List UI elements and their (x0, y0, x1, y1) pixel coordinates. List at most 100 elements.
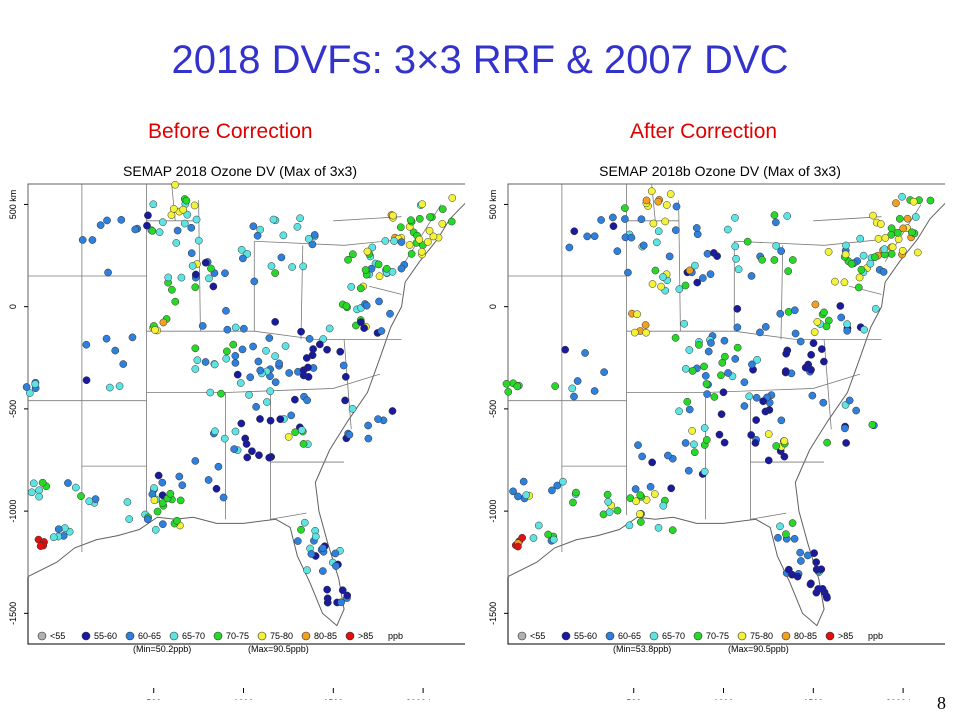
monitor-dot (613, 247, 622, 256)
monitor-dot (691, 261, 699, 270)
monitor-dot (717, 410, 726, 419)
monitor-dot (822, 592, 831, 601)
monitor-dot (693, 278, 702, 287)
monitor-dot (860, 325, 868, 334)
monitor-dot (553, 481, 562, 490)
state-border (300, 245, 304, 340)
monitor-dot (249, 342, 257, 351)
monitor-dot (573, 377, 582, 385)
monitor-dot (624, 268, 632, 277)
coastline (27, 183, 465, 627)
monitor-dot (871, 304, 880, 313)
monitor-dot (639, 241, 648, 250)
monitor-dot (191, 344, 200, 353)
y-tick-label: 0 (488, 304, 498, 309)
monitor-dot (715, 430, 724, 439)
legend-label: 65-70 (182, 631, 205, 641)
monitor-dot (360, 324, 368, 332)
monitor-dot (651, 266, 660, 275)
legend-label: <55 (530, 631, 545, 641)
monitor-dot (684, 466, 693, 475)
min-value: (Min=53.8ppb) (613, 644, 671, 654)
legend-swatch (605, 631, 615, 641)
monitor-dot (271, 318, 280, 326)
monitor-dot (267, 262, 276, 270)
monitor-dot (415, 214, 424, 223)
monitor-dot (777, 247, 786, 255)
monitor-dot (743, 237, 752, 246)
monitor-dot (49, 533, 58, 542)
monitor-dot (415, 235, 424, 244)
monitor-dot (293, 223, 302, 231)
monitor-dot (374, 415, 382, 423)
monitor-dot (701, 372, 710, 380)
monitor-dot (357, 318, 365, 326)
x-tick-label: 500 (626, 698, 641, 700)
monitor-dot (636, 518, 645, 526)
monitor-dot (747, 431, 756, 439)
monitor-dot (265, 334, 274, 342)
monitor-dot (277, 253, 286, 262)
monitor-dot (256, 415, 264, 423)
monitor-dot (308, 240, 317, 249)
state-border (734, 238, 886, 246)
monitor-dot (718, 358, 727, 367)
legend-label: 65-70 (662, 631, 685, 641)
monitor-dot (758, 255, 766, 264)
monitor-dot (183, 210, 192, 219)
monitor-dot (193, 356, 202, 365)
monitor-dot (198, 322, 207, 330)
monitor-dot (337, 598, 345, 607)
monitor-dot (231, 352, 240, 360)
monitor-dot (262, 346, 270, 355)
monitor-dot (111, 346, 120, 355)
monitor-dot (879, 268, 888, 276)
monitor-dot (187, 223, 196, 232)
monitor-dot (597, 216, 605, 224)
legend-swatch (125, 631, 135, 641)
legend-unit: ppb (388, 631, 403, 641)
monitor-dot (307, 550, 316, 558)
monitor-dot (807, 350, 815, 359)
monitor-dot (179, 205, 187, 214)
monitor-dot (707, 339, 715, 347)
state-border (270, 512, 307, 520)
monitor-dot (71, 483, 80, 492)
monitor-dot (654, 523, 663, 532)
monitor-dot (720, 438, 729, 447)
monitor-dot (740, 378, 749, 387)
monitor-dot (780, 437, 789, 445)
monitor-dot (177, 273, 186, 282)
monitor-dot (374, 260, 383, 269)
monitor-dot (731, 242, 740, 251)
monitor-dot (605, 508, 614, 516)
monitor-dot (894, 235, 903, 244)
monitor-dot (343, 591, 352, 600)
monitor-dot (212, 484, 221, 493)
monitor-dot (690, 440, 698, 449)
monitor-dot (297, 327, 305, 336)
legend-swatch (257, 631, 267, 641)
monitor-dot (231, 323, 240, 332)
monitor-dot (182, 196, 191, 205)
monitor-dot (382, 264, 391, 273)
legend-swatch (649, 631, 659, 641)
monitor-dot (753, 355, 761, 364)
monitor-dot (310, 231, 319, 239)
monitor-dot (192, 215, 201, 224)
monitor-dot (438, 205, 447, 214)
monitor-dot (438, 219, 447, 228)
monitor-dot (810, 549, 818, 558)
monitor-dot (345, 430, 354, 439)
monitor-dot (238, 345, 247, 354)
monitor-dot (513, 382, 522, 391)
monitor-dot (205, 274, 213, 283)
monitor-dot (796, 337, 805, 346)
monitor-dot (695, 341, 703, 349)
monitor-dot (609, 213, 617, 222)
monitor-dot (681, 439, 690, 447)
monitor-dot (169, 204, 178, 213)
monitor-dot (913, 248, 922, 257)
monitor-dot (734, 265, 743, 274)
monitor-dot (665, 252, 674, 261)
